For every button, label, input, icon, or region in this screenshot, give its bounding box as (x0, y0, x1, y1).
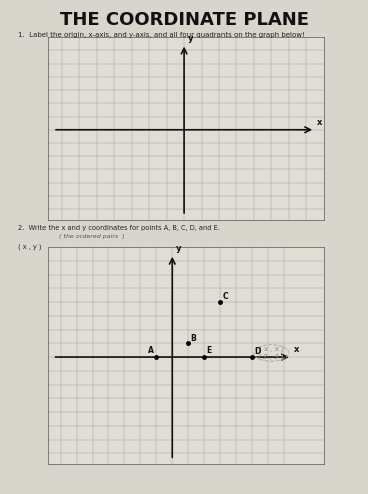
Text: x: x (317, 118, 322, 127)
Text: ( x , x )
( 2 , 3 ): ( x , x ) ( 2 , 3 ) (258, 345, 284, 361)
Text: ( the ordered pairs  ): ( the ordered pairs ) (59, 234, 125, 239)
Text: E: E (206, 346, 211, 355)
Text: y: y (188, 34, 193, 43)
Text: THE COORDINATE PLANE: THE COORDINATE PLANE (60, 11, 308, 29)
Text: x: x (294, 345, 299, 354)
Text: y: y (176, 244, 181, 253)
Text: D: D (254, 347, 261, 356)
Text: C: C (223, 291, 228, 301)
Text: 1.  Label the origin, x-axis, and y-axis, and all four quadrants on the graph be: 1. Label the origin, x-axis, and y-axis,… (18, 32, 305, 38)
Text: ( x , y ): ( x , y ) (18, 243, 42, 249)
Text: A: A (148, 346, 154, 355)
Text: 2.  Write the x and y coordinates for points A, B, C, D, and E.: 2. Write the x and y coordinates for poi… (18, 225, 220, 231)
Text: B: B (191, 333, 197, 343)
